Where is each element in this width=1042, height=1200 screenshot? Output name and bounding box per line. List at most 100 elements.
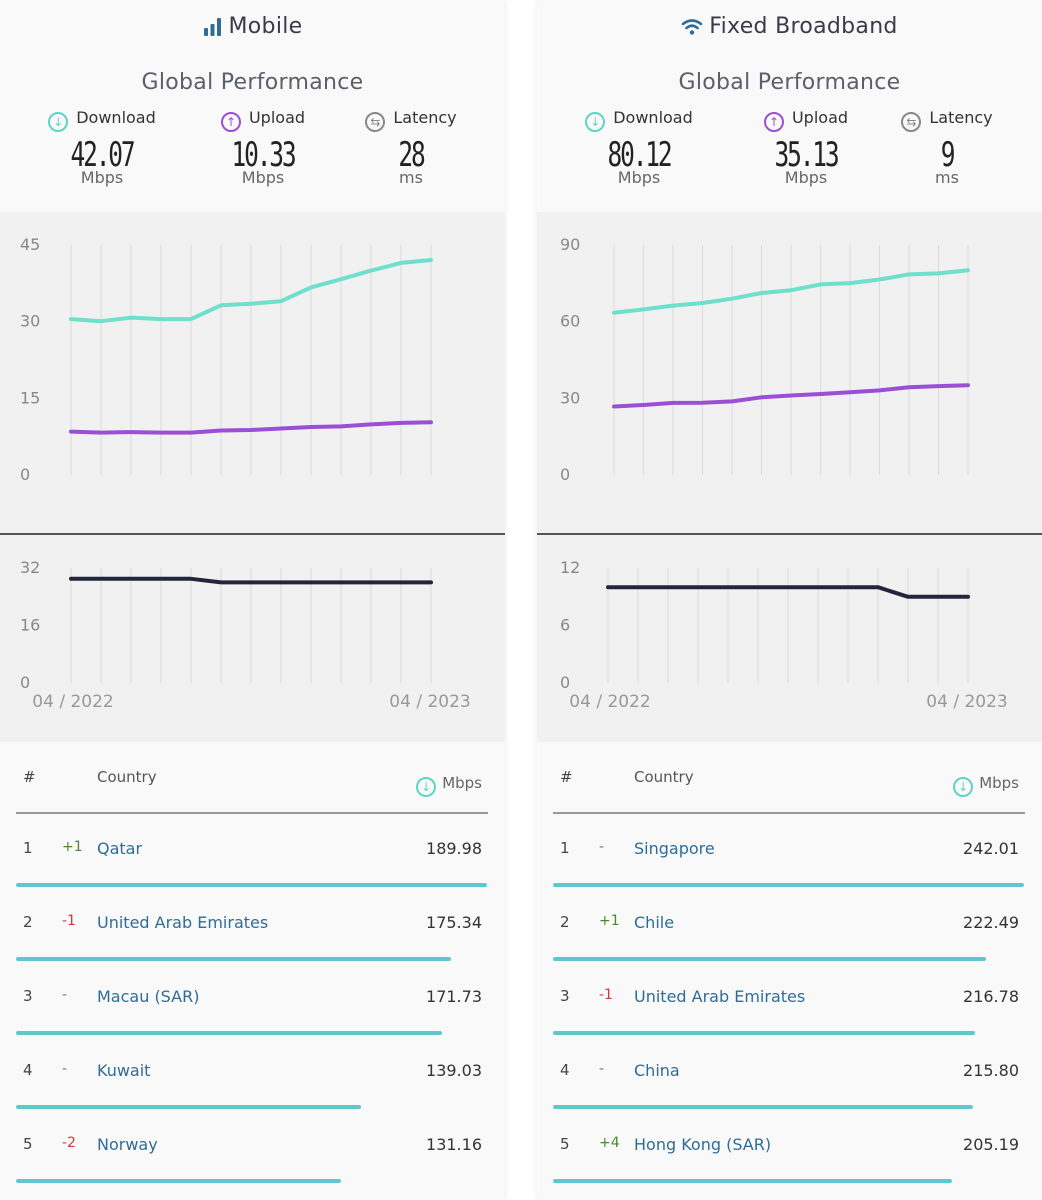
y-tick-label: 0 (20, 673, 30, 692)
speed-value: 216.78 (963, 987, 1019, 1006)
panel-title-text: Fixed Broadband (709, 14, 898, 39)
country-link[interactable]: China (634, 1061, 680, 1080)
rank-change: +1 (62, 839, 83, 855)
speed-bar (16, 957, 451, 961)
rank-number: 5 (560, 1135, 570, 1153)
rank-change: - (62, 1061, 68, 1077)
rank-number: 2 (23, 913, 33, 931)
latency-value: 9 (940, 135, 956, 175)
speed-value: 205.19 (963, 1135, 1019, 1154)
rank-change: - (62, 987, 68, 1003)
download-arrow-icon: ↓ (48, 112, 69, 132)
speed-bar (553, 1031, 975, 1035)
chart-separator (537, 533, 1042, 535)
speed-value: 175.34 (426, 913, 482, 932)
table-row: 3 -1 United Arab Emirates 216.78 (537, 962, 1042, 1036)
download-arrow-icon: ↓ (953, 777, 974, 797)
upload-unit: Mbps (784, 168, 828, 187)
latency-label: Latency (929, 108, 993, 127)
y-tick-label: 15 (20, 388, 40, 407)
upload-metric: ↑ Upload 35.13 Mbps (736, 108, 876, 187)
country-link[interactable]: Chile (634, 913, 675, 932)
speed-value: 189.98 (426, 839, 482, 858)
wifi-icon (681, 17, 703, 42)
download-value: 42.07 (70, 135, 136, 175)
x-start-label: 04 / 2022 (569, 692, 650, 712)
fixed-broadband-panel: Fixed Broadband Global Performance ↓ Down… (537, 0, 1042, 1200)
table-header: # Country ↓ Mbps (537, 742, 1042, 814)
speed-bar (553, 1105, 973, 1109)
table-row: 4 - China 215.80 (537, 1036, 1042, 1110)
country-link[interactable]: United Arab Emirates (634, 987, 806, 1006)
speed-bar (553, 1179, 952, 1183)
ranking-table: # Country ↓ Mbps 1 +1 Qatar 189.98 2 -1 United … (0, 742, 505, 1184)
header-divider (553, 812, 1025, 814)
latency-metric: ⇆ Latency 28 ms (341, 108, 481, 187)
panel-subtitle: Global Performance (678, 70, 901, 95)
upload-label: Upload (791, 108, 849, 127)
table-row: 1 - Singapore 242.01 (537, 814, 1042, 888)
table-row: 1 +1 Qatar 189.98 (0, 814, 505, 888)
y-tick-label: 60 (560, 312, 580, 331)
header-divider (16, 812, 488, 814)
y-tick-label: 32 (20, 558, 40, 577)
upload-metric: ↑ Upload 10.33 Mbps (193, 108, 333, 187)
upload-value: 10.33 (231, 135, 297, 175)
country-link[interactable]: Kuwait (97, 1061, 151, 1080)
speed-bar (553, 957, 986, 961)
speed-value: 242.01 (963, 839, 1019, 858)
speed-value: 171.73 (426, 987, 482, 1006)
table-row: 5 +4 Hong Kong (SAR) 205.19 (537, 1110, 1042, 1184)
country-link[interactable]: Norway (97, 1135, 158, 1154)
download-metric: ↓ Download 42.07 Mbps (32, 108, 172, 187)
mbps-header: ↓ Mbps (953, 774, 1019, 797)
rank-number: 2 (560, 913, 570, 931)
table-row: 4 - Kuwait 139.03 (0, 1036, 505, 1110)
rank-number: 1 (560, 839, 570, 857)
download-arrow-icon: ↓ (585, 112, 606, 132)
rank-number: 3 (23, 987, 33, 1005)
latency-icon: ⇆ (365, 112, 386, 132)
rank-number: 3 (560, 987, 570, 1005)
rank-change: -1 (62, 913, 76, 929)
x-end-label: 04 / 2023 (389, 692, 470, 712)
x-end-label: 04 / 2023 (926, 692, 1007, 712)
speed-value: 139.03 (426, 1061, 482, 1080)
country-link[interactable]: United Arab Emirates (97, 913, 269, 932)
latency-icon: ⇆ (901, 112, 922, 132)
upload-value: 35.13 (774, 135, 840, 175)
speed-value: 222.49 (963, 913, 1019, 932)
mbps-header: ↓ Mbps (416, 774, 482, 797)
y-tick-label: 0 (560, 465, 570, 484)
rank-change: +4 (599, 1135, 620, 1151)
country-link[interactable]: Macau (SAR) (97, 987, 200, 1006)
mbps-header-label: Mbps (442, 774, 482, 792)
latency-label: Latency (393, 108, 457, 127)
download-unit: Mbps (80, 168, 124, 187)
country-link[interactable]: Hong Kong (SAR) (634, 1135, 772, 1154)
speed-value: 131.16 (426, 1135, 482, 1154)
chart-area: 0 15 30 45 0 16 32 04 / 2022 04 / 2023 (0, 212, 505, 742)
rank-change: +1 (599, 913, 620, 929)
country-header: Country (634, 768, 694, 786)
signal-bars-icon (203, 16, 223, 42)
ranking-table: # Country ↓ Mbps 1 - Singapore 242.01 2 +1 Chil… (537, 742, 1042, 1184)
country-link[interactable]: Qatar (97, 839, 143, 858)
y-tick-label: 6 (560, 616, 570, 635)
rank-change: - (599, 839, 605, 855)
rank-number: 5 (23, 1135, 33, 1153)
download-arrow-icon: ↓ (416, 777, 437, 797)
table-row: 3 - Macau (SAR) 171.73 (0, 962, 505, 1036)
y-tick-label: 45 (20, 235, 40, 254)
table-row: 2 +1 Chile 222.49 (537, 888, 1042, 962)
upload-arrow-icon: ↑ (220, 112, 241, 132)
mbps-header-label: Mbps (979, 774, 1019, 792)
mobile-panel: Mobile Global Performance ↓ Download 42.0… (0, 0, 505, 1200)
country-link[interactable]: Singapore (634, 839, 715, 858)
y-tick-label: 30 (20, 312, 40, 331)
fixed-header: Fixed Broadband Global Performance ↓ Down… (537, 0, 1042, 212)
rank-number: 1 (23, 839, 33, 857)
table-rows: 1 +1 Qatar 189.98 2 -1 United Arab Emirates 175… (0, 814, 505, 1184)
rank-change: -2 (62, 1135, 76, 1151)
panel-title: Mobile (0, 14, 505, 42)
